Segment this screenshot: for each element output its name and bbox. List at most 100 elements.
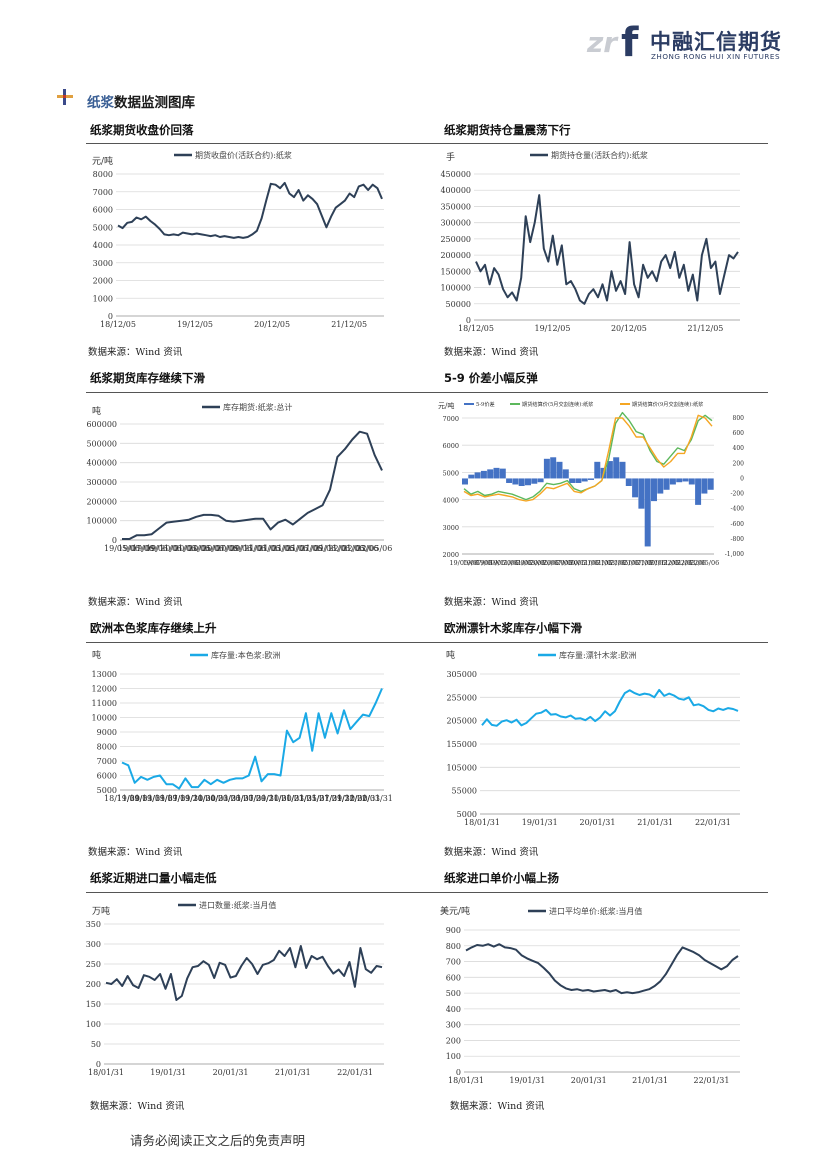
y-tick-label: 8000 <box>97 743 117 752</box>
y-axis-unit-label: 万吨 <box>92 905 110 917</box>
y-axis-unit-label: 元/吨 <box>92 155 113 167</box>
bar <box>676 478 683 483</box>
bar <box>695 478 702 505</box>
y-tick-label: 7000 <box>97 757 117 766</box>
y-axis-unit-label: 元/吨 <box>438 401 454 410</box>
y-tick-label: 200 <box>446 1036 461 1045</box>
y-tick-label: 150 <box>86 1000 101 1009</box>
y-tick-label: 305000 <box>446 670 477 679</box>
y-tick-label: 205000 <box>446 717 477 726</box>
legend-label: 库存量:漂针木浆:欧洲 <box>559 650 636 660</box>
legend-label: 进口平均单价:纸浆:当月值 <box>549 906 642 916</box>
series-line <box>465 943 739 995</box>
x-tick-label: 22/01/06 <box>663 559 692 567</box>
bar <box>550 457 557 479</box>
series-line <box>122 430 383 540</box>
y-tick-label: 2000 <box>442 551 459 559</box>
divider <box>86 143 768 144</box>
x-tick-label: 18/01/31 <box>88 1068 124 1077</box>
bar <box>543 458 550 479</box>
legend-label: 5-9价差 <box>476 400 495 408</box>
x-tick-label: 21/03/06 <box>596 559 625 567</box>
bar <box>669 478 676 485</box>
y-tick-label: 200 <box>86 980 101 989</box>
company-name-en: ZHONG RONG HUI XIN FUTURES <box>651 52 781 61</box>
chart-europe-unbleached-inventory: 吨 13000 12000 11000 10000 9000 8000 7000 6000 500… <box>92 649 393 803</box>
y-tick-label: 300000 <box>440 219 471 228</box>
legend-label: 期货持仓量(活跃合约):纸浆 <box>551 150 648 160</box>
y-axis-unit-label: 吨 <box>92 649 101 661</box>
chart-futures-open-interest: 手 450000 400000 350000 300000 250000 200000 150… <box>440 150 740 333</box>
bar <box>594 461 601 479</box>
y2-tick-label: -200 <box>731 491 745 498</box>
bar <box>531 478 538 484</box>
x-tick-label: 21/03/06 <box>258 544 294 553</box>
y-tick-label: 900 <box>446 926 461 935</box>
y-axis-unit-label: 吨 <box>446 649 455 661</box>
y-tick-label: 0 <box>456 1068 461 1077</box>
legend-label: 期货收盘价(活跃合约):纸浆 <box>195 150 292 160</box>
bar <box>701 478 708 494</box>
x-tick-label: 20/11/30 <box>256 794 292 803</box>
x-tick-label: 22/01/31 <box>695 818 731 827</box>
y-axis-unit-label: 美元/吨 <box>440 905 470 917</box>
bar <box>518 478 525 486</box>
chart-source-note: 数据来源：Wind 资讯 <box>444 847 539 858</box>
y-tick-label: 7000 <box>93 188 113 197</box>
company-name-cn: 中融汇信期货 <box>650 30 782 54</box>
y-tick-label: 6000 <box>93 206 113 215</box>
bar <box>651 478 657 502</box>
bar <box>487 469 494 479</box>
y-tick-label: 100000 <box>440 284 471 293</box>
divider <box>86 642 768 643</box>
x-tick-label: 21/09/30 <box>319 794 355 803</box>
y2-tick-label: 400 <box>733 445 745 452</box>
chart-5-9-spread: 元/吨7000600050004000300020008006004002000… <box>438 400 745 567</box>
y-tick-label: 500 <box>446 989 461 998</box>
x-tick-label: 21/07/31 <box>306 794 342 803</box>
bar <box>556 461 563 479</box>
chart-title-c5: 欧洲本色浆库存继续上升 <box>90 621 217 635</box>
y-tick-label: 6000 <box>442 442 459 450</box>
bar <box>707 478 714 490</box>
x-tick-label: 21/09/06 <box>300 544 336 553</box>
y-tick-label: 50000 <box>446 300 471 309</box>
x-tick-label: 21/01/31 <box>268 794 304 803</box>
y-tick-label: 800 <box>446 942 461 951</box>
bar <box>474 472 481 479</box>
x-tick-label: 21/03/31 <box>281 794 317 803</box>
x-tick-label: 21/05/06 <box>610 559 639 567</box>
chart-source-note: 数据来源：Wind 资讯 <box>88 347 183 358</box>
bar <box>569 478 576 483</box>
x-tick-label: 19/09/30 <box>167 794 203 803</box>
section-title-highlight: 纸浆 <box>87 95 114 111</box>
bar <box>499 468 506 479</box>
series-line <box>475 194 739 305</box>
x-tick-label: 19/03/31 <box>129 794 165 803</box>
y-tick-label: 0 <box>112 536 117 545</box>
bar <box>682 478 689 482</box>
y-tick-label: 50 <box>91 1040 101 1049</box>
bar <box>613 457 620 479</box>
y-tick-label: 5000 <box>93 223 113 232</box>
x-tick-label: 21/07/06 <box>623 559 652 567</box>
x-tick-label: 19/05/06 <box>449 559 478 567</box>
y-tick-label: 255000 <box>446 693 477 702</box>
x-tick-label: 21/11/06 <box>650 559 679 567</box>
x-tick-label: 18/11/30 <box>104 794 140 803</box>
bar <box>581 478 588 482</box>
legend-label: 库存期货:纸浆:总计 <box>223 402 292 412</box>
bar <box>468 474 475 479</box>
x-tick-label: 19/12/05 <box>177 320 213 329</box>
chart-import-unit-price: 美元/吨 900 800 700 600 500 400 300 200 100 018/01/31… <box>440 905 740 1085</box>
bar <box>638 478 645 509</box>
chart-europe-nbsk-inventory: 吨 305000 255000 205000 155000 105000 55000 5000… <box>446 649 740 827</box>
bar <box>606 461 613 479</box>
y-tick-label: 5000 <box>97 786 117 795</box>
chart-source-note: 数据来源：Wind 资讯 <box>444 597 539 608</box>
y2-tick-label: 600 <box>733 430 745 437</box>
y-tick-label: 350000 <box>440 202 471 211</box>
chart-title-c6: 欧洲漂针木浆库存小幅下滑 <box>444 621 582 635</box>
x-tick-label: 20/03/06 <box>516 559 545 567</box>
x-tick-label: 20/12/05 <box>611 324 647 333</box>
